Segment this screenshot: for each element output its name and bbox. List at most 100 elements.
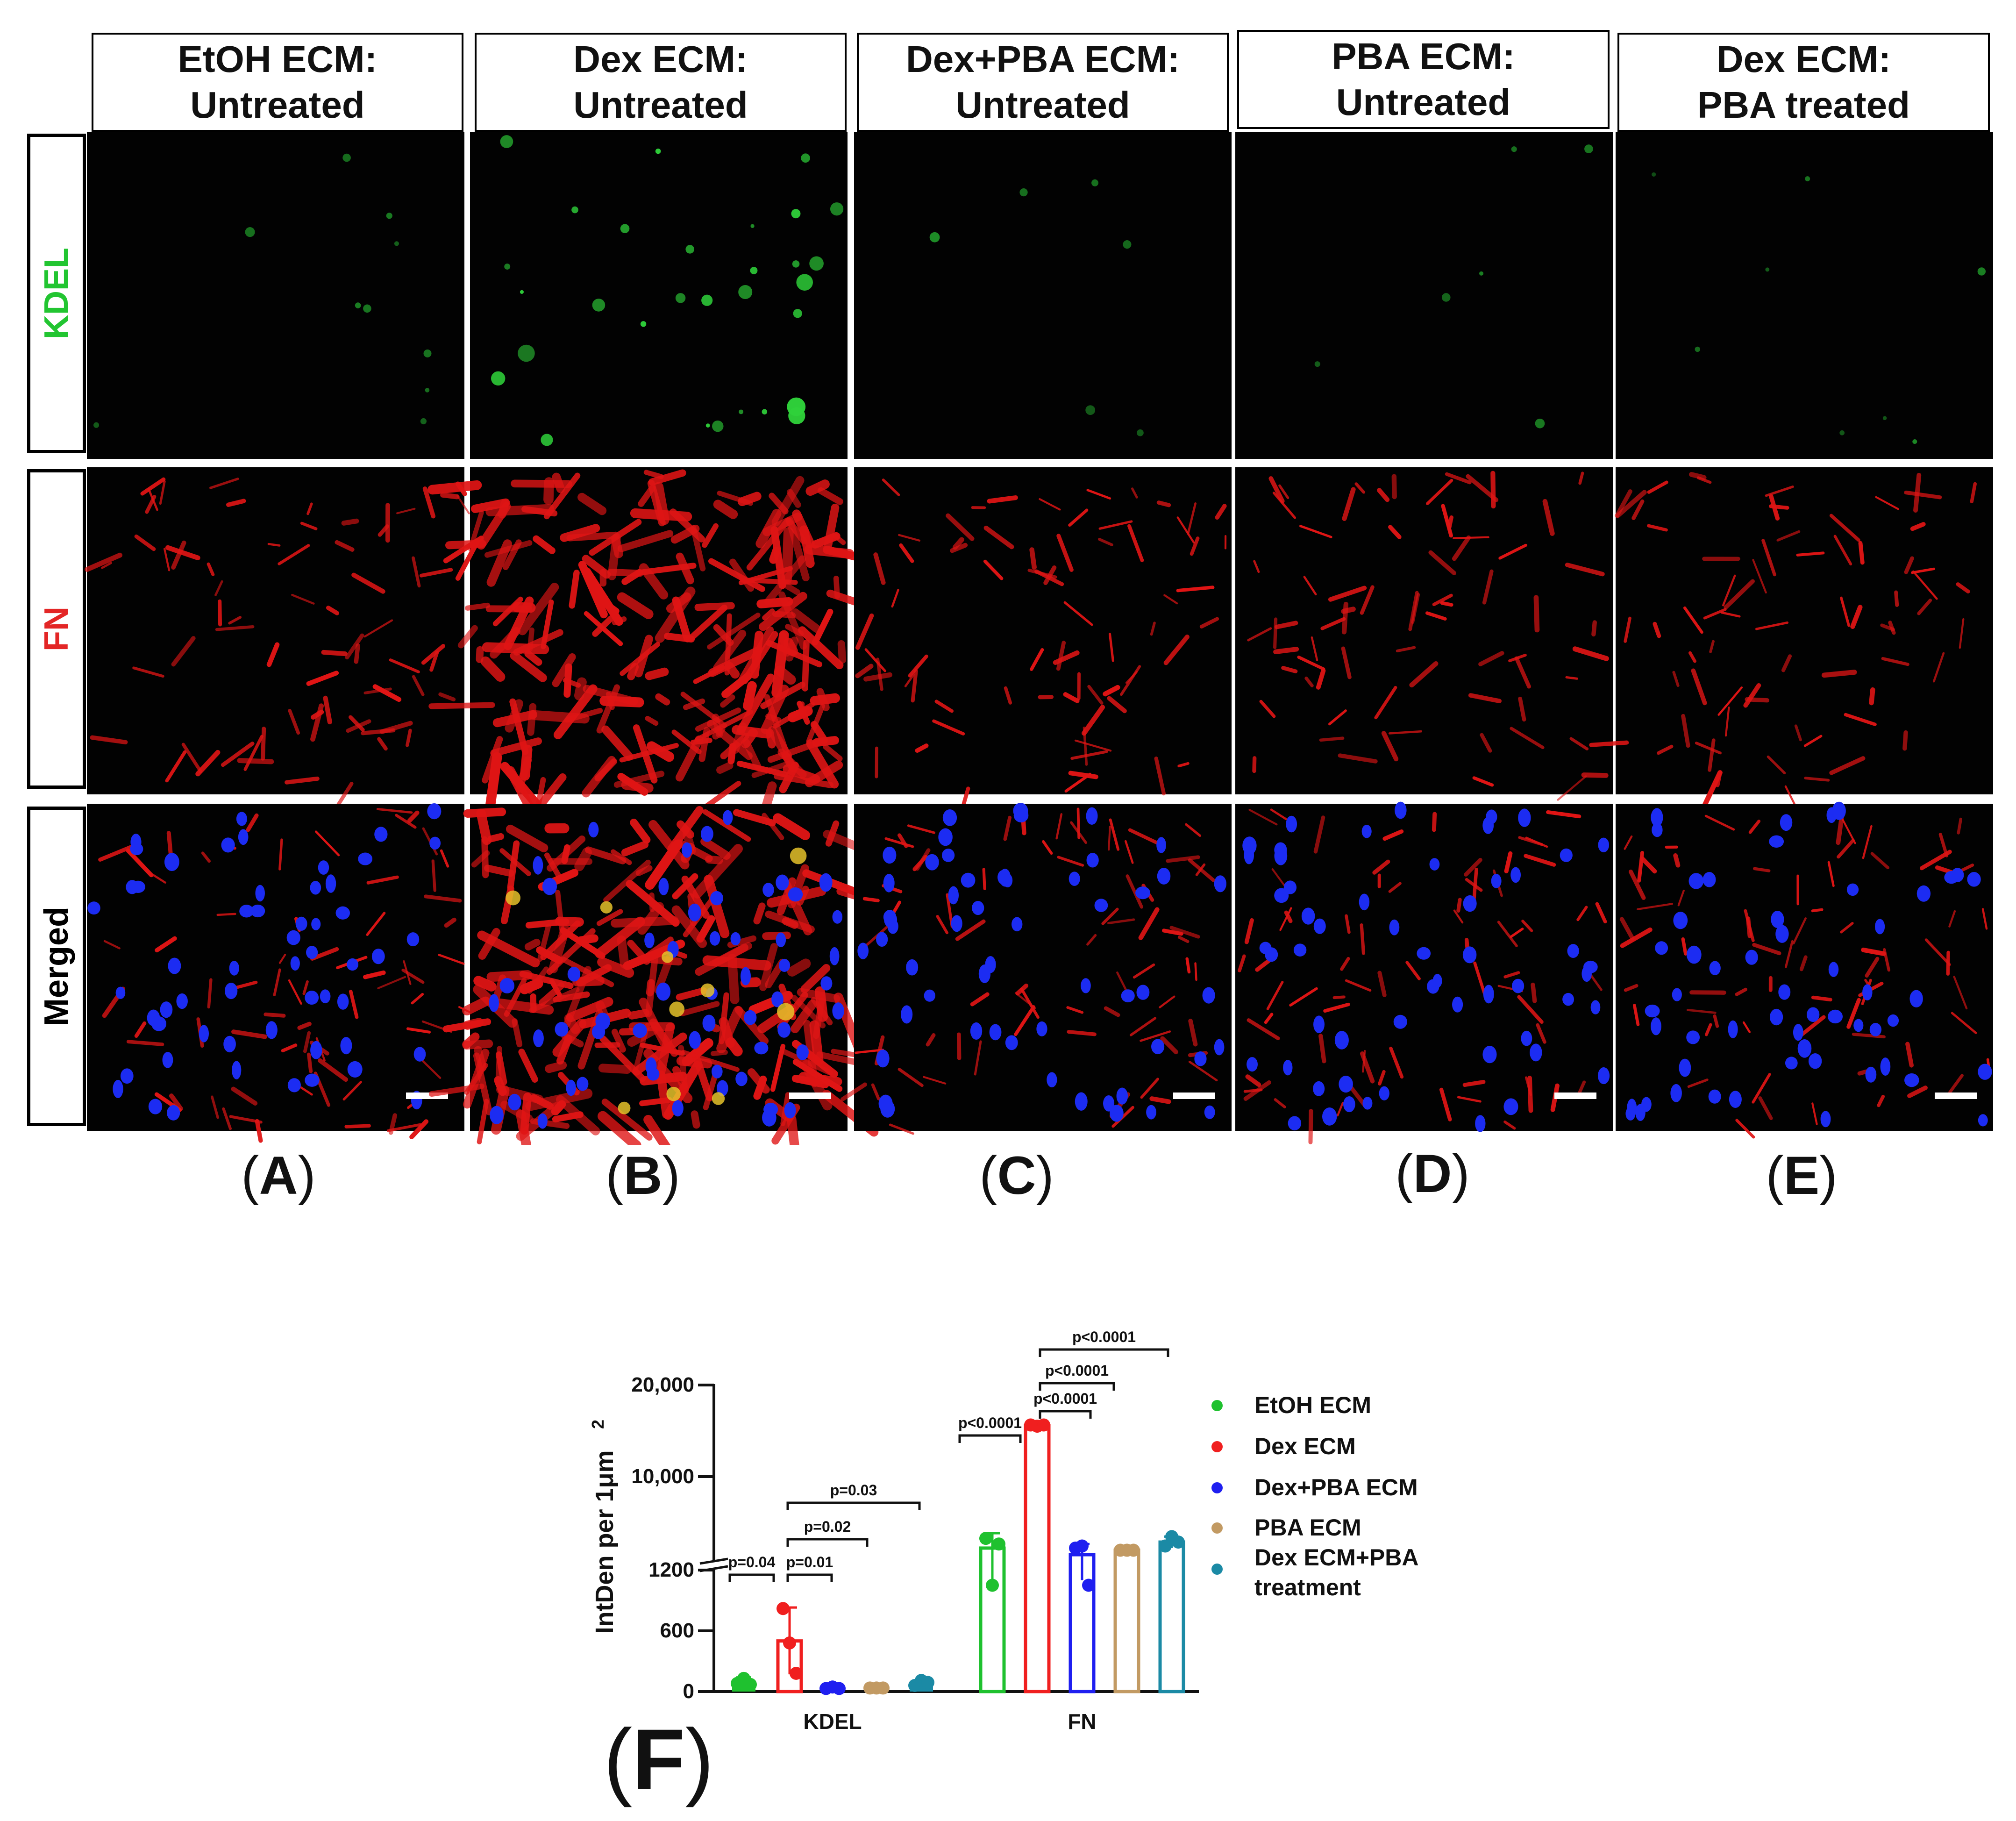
fn-fiber (1811, 1102, 1818, 1125)
nucleus (829, 947, 840, 965)
fn-fiber (670, 524, 700, 544)
nucleus (1075, 1092, 1088, 1111)
fn-fiber (556, 1095, 600, 1135)
fn-fiber (1323, 1002, 1350, 1013)
nucleus (286, 930, 300, 945)
fn-fiber (1683, 606, 1703, 634)
fn-fiber (341, 518, 359, 526)
nucleus (1361, 824, 1372, 838)
fn-fiber (98, 845, 134, 862)
fn-fiber (1303, 576, 1317, 596)
fn-fiber (1761, 539, 1776, 577)
panel-letter-f: (F) (603, 1712, 714, 1808)
fn-fiber (1510, 928, 1524, 938)
nucleus (224, 983, 238, 1000)
fn-fiber (1086, 489, 1111, 500)
nucleus (1301, 907, 1315, 925)
nucleus (901, 1005, 913, 1024)
fn-fiber (1109, 818, 1120, 851)
fn-fiber (278, 954, 286, 964)
fn-fiber (936, 915, 949, 935)
fn-fiber (1004, 686, 1012, 705)
colocalized-signal (790, 847, 807, 864)
fn-fiber (266, 642, 280, 667)
nucleus (938, 828, 953, 846)
fn-fiber (221, 742, 255, 767)
fn-fiber (1752, 943, 1781, 956)
fn-fiber (1576, 906, 1588, 921)
fn-fiber (946, 513, 975, 541)
fn-fiber (171, 636, 196, 667)
nucleus (1771, 910, 1784, 928)
legend-marker (1211, 1400, 1223, 1411)
fn-fiber (513, 629, 563, 656)
fn-fiber (361, 728, 396, 736)
fn-fiber (1126, 874, 1144, 909)
fn-fiber (1411, 593, 1420, 624)
kdel-signal (750, 224, 755, 228)
fn-fiber (1409, 661, 1439, 688)
fn-fiber (617, 592, 654, 620)
fn-fiber (1439, 1087, 1452, 1121)
nucleus (1597, 1067, 1610, 1085)
fn-fiber (1557, 775, 1587, 801)
fn-fiber (1861, 947, 1886, 956)
kdel-signal (1882, 416, 1887, 421)
nucleus (1887, 1014, 1899, 1027)
fn-fiber (702, 523, 719, 548)
nucleus (1116, 1087, 1128, 1105)
fn-fiber (1912, 570, 1938, 600)
colocalized-signal (777, 1003, 795, 1021)
fn-fiber (779, 632, 791, 657)
fn-fiber (719, 992, 729, 1044)
fn-fiber (1243, 1080, 1271, 1101)
fn-fiber (1247, 627, 1272, 642)
nucleus (1427, 979, 1439, 994)
fn-fiber (421, 644, 446, 665)
nucleus (906, 959, 919, 976)
fn-fiber (1268, 476, 1285, 504)
fn-fiber (1063, 692, 1080, 703)
fn-fiber (495, 998, 554, 1015)
fn-fiber (837, 640, 847, 664)
fn-fiber (1478, 651, 1504, 666)
fn-fiber (785, 518, 807, 544)
fn-fiber (908, 654, 928, 678)
micro-panel-kdel-5 (1616, 132, 1993, 459)
fn-fiber (444, 917, 456, 928)
fn-fiber (1275, 621, 1298, 629)
fn-fiber (1176, 586, 1215, 593)
fn-fiber (207, 978, 213, 1009)
fn-fiber (690, 525, 706, 571)
fn-fiber (621, 569, 643, 585)
nucleus (1780, 814, 1793, 831)
nucleus (130, 834, 142, 851)
nucleus (295, 916, 307, 931)
nucleus (876, 932, 888, 947)
fn-fiber (1677, 889, 1685, 907)
fn-fiber (1953, 976, 1968, 1010)
nucleus (1510, 867, 1521, 883)
fn-fiber (1615, 490, 1647, 518)
fn-fiber (85, 552, 122, 572)
fn-fiber (1432, 593, 1453, 607)
nucleus (1313, 918, 1326, 934)
fn-fiber (1821, 670, 1857, 678)
significance-bracket: p<0.0001 (1039, 1328, 1169, 1357)
nucleus (236, 812, 247, 826)
fn-fiber (1905, 1042, 1914, 1068)
nucleus (1047, 1072, 1057, 1087)
fn-fiber (165, 545, 200, 560)
fn-fiber (126, 1040, 164, 1046)
nucleus (1012, 917, 1023, 932)
nucleus (1820, 1111, 1831, 1128)
fn-fiber (577, 493, 607, 515)
fn-fiber (1536, 1023, 1546, 1044)
nucleus (777, 1022, 791, 1038)
nucleus (1567, 944, 1579, 958)
nucleus (1590, 1000, 1601, 1014)
fn-fiber (1904, 490, 1942, 500)
fn-fiber (1014, 1005, 1035, 1036)
kdel-signal (701, 294, 713, 306)
nucleus (250, 904, 265, 918)
